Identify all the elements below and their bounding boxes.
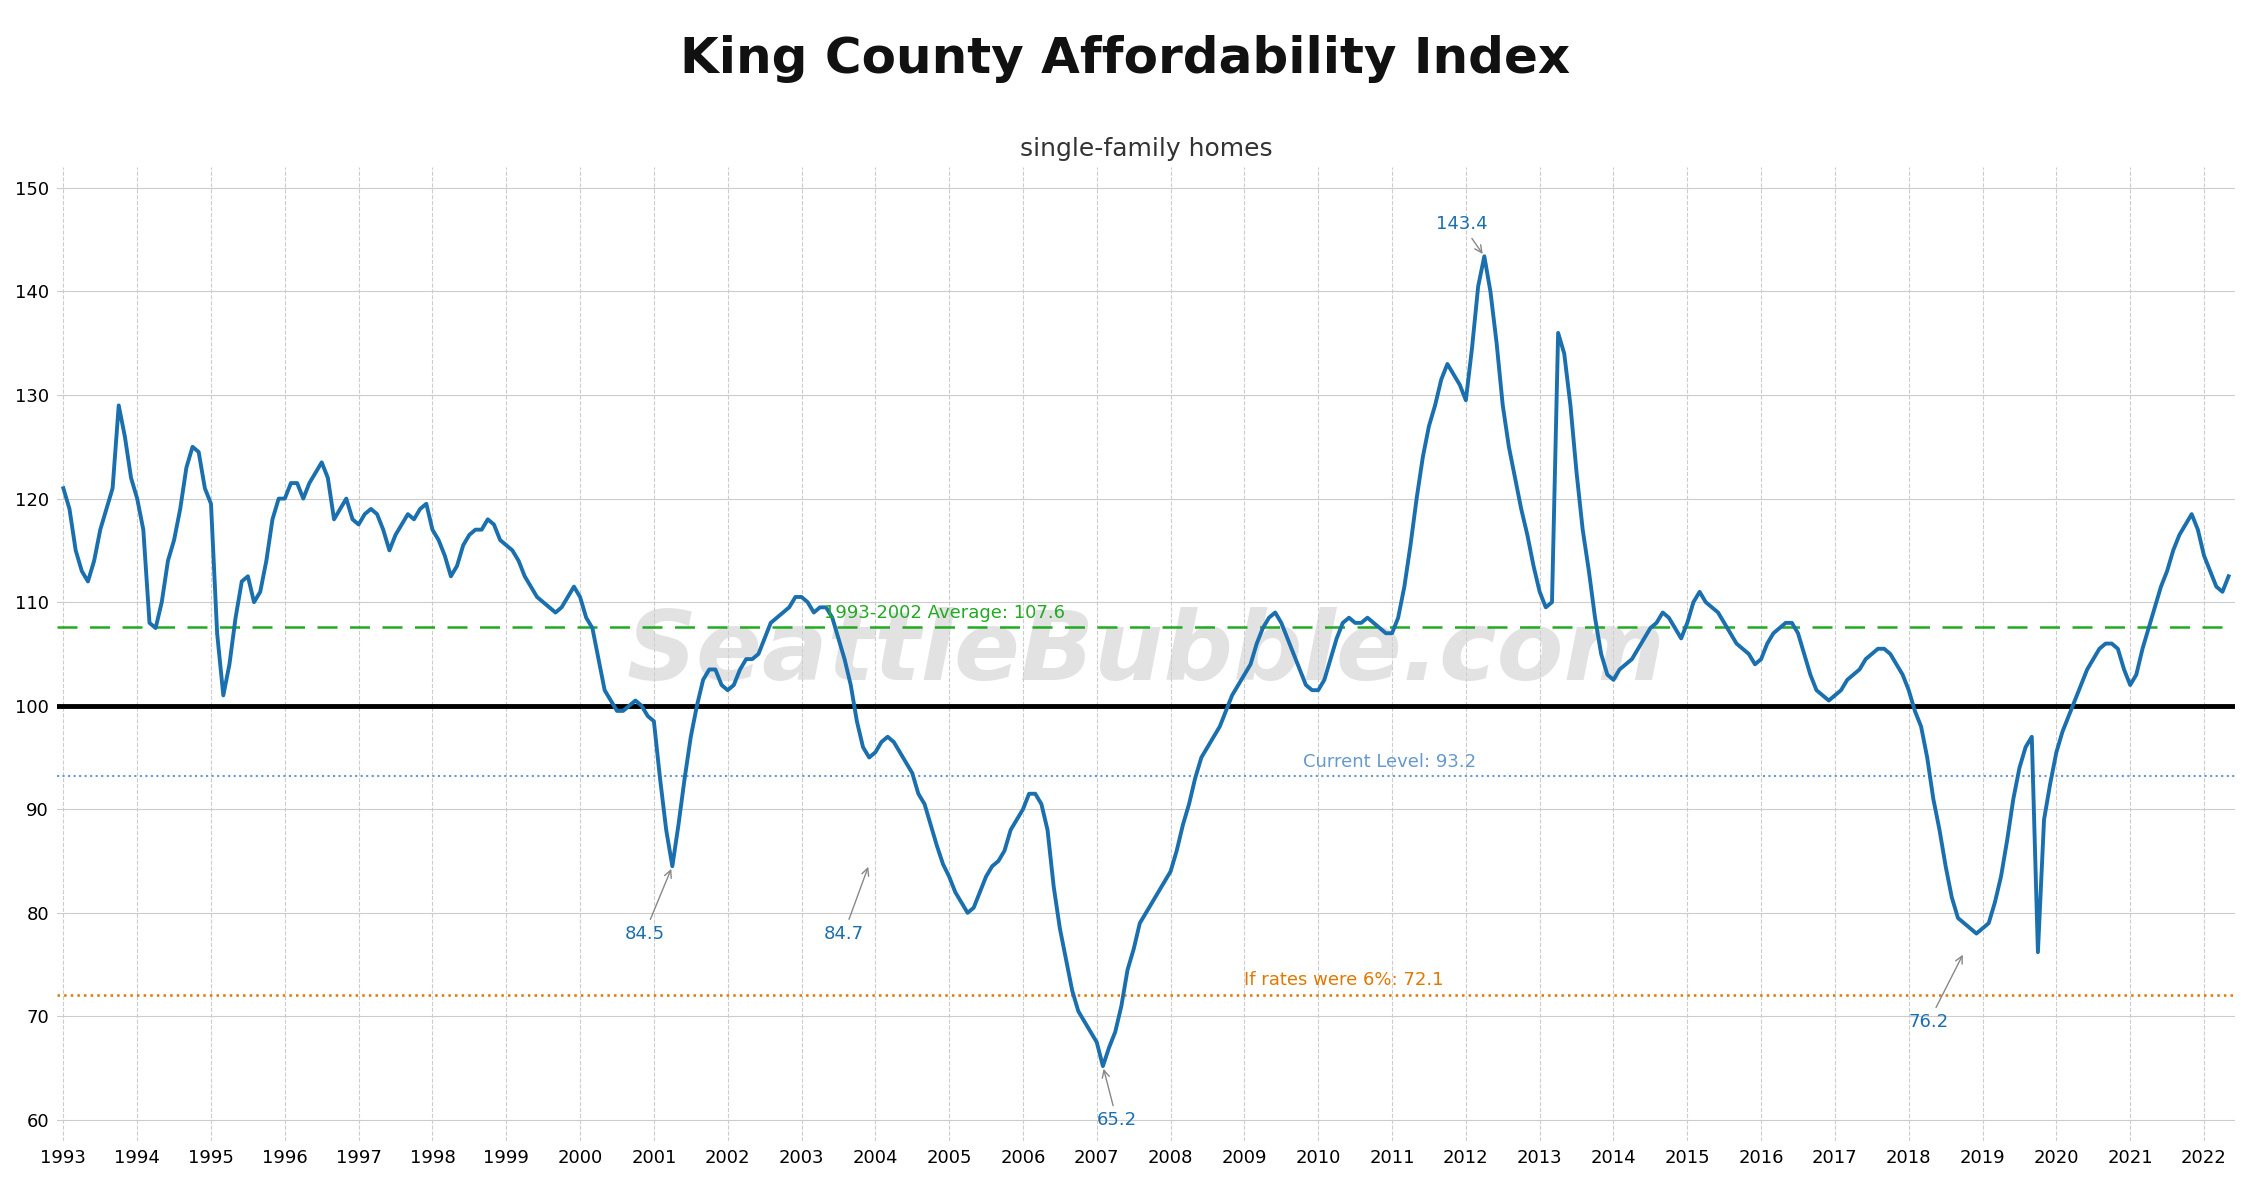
Text: 84.7: 84.7 [824,869,868,943]
Text: King County Affordability Index: King County Affordability Index [680,35,1570,84]
Text: 84.5: 84.5 [623,870,670,943]
Text: If rates were 6%: 72.1: If rates were 6%: 72.1 [1244,972,1444,989]
Text: 1993-2002 Average: 107.6: 1993-2002 Average: 107.6 [824,604,1064,622]
Text: SeattleBubble.com: SeattleBubble.com [628,608,1665,701]
Title: single-family homes: single-family homes [1019,137,1273,161]
Text: 76.2: 76.2 [1908,956,1962,1031]
Text: 65.2: 65.2 [1096,1070,1136,1129]
Text: 143.4: 143.4 [1436,215,1487,253]
Text: Current Level: 93.2: Current Level: 93.2 [1303,753,1476,771]
